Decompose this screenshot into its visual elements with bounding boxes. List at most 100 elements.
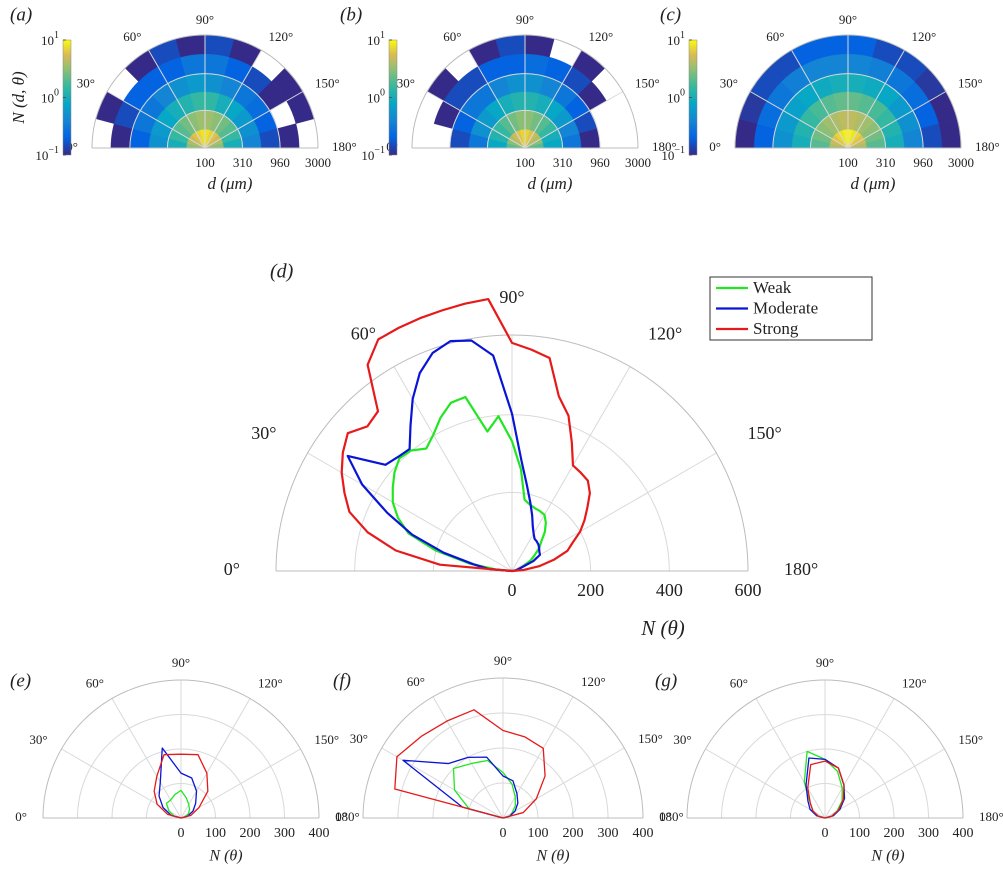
panel-title: (d) [270, 261, 294, 283]
colorbar-tick-exponent: 1 [54, 30, 59, 41]
x-axis-label: N (θ) [208, 848, 242, 865]
angle-tick-label: 180° [652, 139, 677, 154]
colorbar-tick-exponent: −1 [374, 145, 385, 156]
spoke [847, 91, 947, 149]
x-axis-label: d (μm) [208, 174, 253, 193]
panel: (d) 0° 30° 60° 90° 120° 150° 180° 0 200 400 600 N (θ… [224, 261, 873, 640]
angle-tick-label: 150° [314, 732, 339, 747]
legend-label: Weak [753, 278, 792, 297]
radial-tick-label: 310 [553, 155, 573, 170]
angle-tick-label: 60° [351, 324, 376, 344]
radial-tick-label: 200 [563, 826, 584, 841]
radial-tick-label: 400 [633, 826, 654, 841]
series-line [165, 789, 191, 819]
panel-title: (c) [660, 4, 681, 25]
colorbar-tick-base: 10 [667, 33, 680, 48]
angle-tick-label: 0° [15, 809, 27, 824]
radial-tick-label: 100 [515, 155, 535, 170]
panel-title: (g) [655, 670, 677, 691]
angle-tick-label: 30° [397, 75, 415, 90]
series-line [807, 760, 845, 819]
spoke [307, 452, 513, 572]
radial-tick-label: 400 [953, 826, 974, 841]
angle-tick-label: 90° [172, 655, 190, 670]
radial-grid [111, 748, 251, 819]
angle-tick-label: 120° [258, 676, 283, 691]
panel-title: (a) [10, 4, 32, 25]
colorbar-tick-label: 100 [667, 88, 685, 106]
radial-tick-label: 0 [500, 826, 507, 841]
heat-cell [175, 34, 206, 58]
angle-tick-label: 180° [659, 809, 684, 824]
spoke [791, 49, 849, 149]
colorbar-tick-base: 10 [367, 33, 380, 48]
series-line [158, 747, 198, 819]
angle-tick-label: 90° [494, 653, 512, 668]
radial-tick-label: 300 [274, 826, 295, 841]
angle-tick-label: 120° [581, 674, 606, 689]
radial-grid [397, 712, 609, 819]
radial-tick-label: 200 [577, 580, 604, 600]
radial-tick-label: 0 [508, 580, 517, 600]
series-line [452, 759, 517, 819]
heat-cell [938, 118, 962, 149]
angle-tick-label: 120° [648, 324, 682, 344]
colorbar-tick-label: 100 [41, 88, 59, 106]
series-line [805, 757, 846, 819]
colorbar-tick-label: 10−1 [35, 145, 59, 163]
radial-tick-label: 3000 [948, 155, 974, 170]
colorbar-tick-base: 10 [41, 33, 54, 48]
angle-tick-label: 0° [224, 559, 240, 579]
radial-grid [166, 109, 244, 149]
radial-grid [449, 73, 601, 149]
series-line [402, 756, 519, 819]
spoke [426, 91, 526, 149]
radial-tick-label: 400 [309, 826, 330, 841]
colorbar-tick-base: 10 [41, 90, 54, 105]
radial-grid [411, 34, 639, 149]
panel: (a)0°30°60°90°120°150°180°100 310 960 3000d… [9, 4, 357, 193]
radial-tick-label: 400 [656, 580, 683, 600]
angle-tick-label: 30° [350, 731, 368, 746]
angle-tick-label: 150° [635, 75, 660, 90]
x-axis-label: N (θ) [535, 848, 569, 865]
colorbar-tick-exponent: 1 [680, 30, 685, 41]
series-line [346, 339, 542, 573]
angle-tick-label: 180° [784, 559, 818, 579]
angle-tick-label: 60° [443, 29, 461, 44]
radial-grid [275, 334, 749, 572]
colorbar-label: N (d, θ) [9, 71, 28, 125]
radial-grid [91, 34, 319, 149]
radial-grid [486, 109, 564, 149]
panel: (c)0°30°60°90°120°150°180°100 310 960 3000d… [660, 4, 1000, 193]
angle-tick-label: 180° [335, 809, 360, 824]
spoke [204, 91, 304, 149]
spoke [106, 91, 206, 149]
angle-tick-label: 30° [251, 423, 276, 443]
radial-grid [809, 109, 887, 149]
colorbar-tick-base: 10 [667, 90, 680, 105]
radial-grid [432, 491, 592, 572]
radial-tick-label: 100 [195, 155, 215, 170]
legend-label: Moderate [753, 298, 818, 317]
angle-tick-label: 150° [958, 732, 983, 747]
angle-tick-label: 0° [66, 139, 78, 154]
x-axis-label: d (μm) [851, 174, 896, 193]
panel-title: (b) [340, 4, 362, 25]
radial-tick-label: 310 [233, 155, 253, 170]
spoke [148, 49, 206, 149]
heat-cell [818, 34, 849, 58]
radial-grid [790, 783, 860, 819]
colorbar-tick-label: 101 [667, 30, 685, 48]
colorbar-tick-exponent: 0 [54, 88, 59, 99]
radial-grid [129, 73, 281, 149]
radial-tick-label: 3000 [625, 155, 651, 170]
radial-tick-label: 600 [735, 580, 762, 600]
radial-tick-label: 100 [849, 826, 870, 841]
radial-grid [432, 747, 574, 819]
angle-tick-label: 180° [975, 139, 1000, 154]
angle-tick-label: 90° [839, 12, 857, 27]
angle-tick-label: 60° [730, 676, 748, 691]
radial-grid [467, 782, 539, 819]
